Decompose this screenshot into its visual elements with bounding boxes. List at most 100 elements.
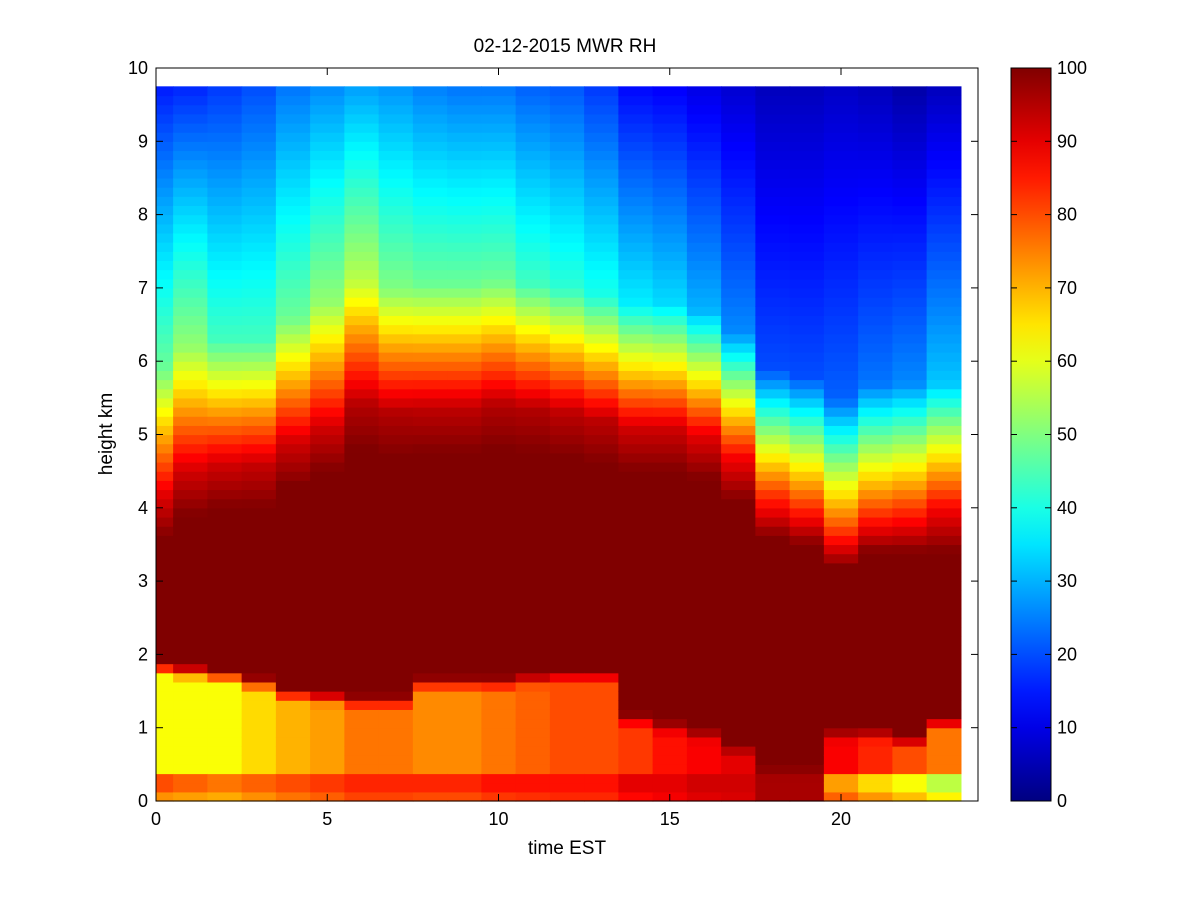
heatmap-cell bbox=[173, 645, 208, 655]
heatmap-cell bbox=[549, 315, 585, 326]
heatmap-cell bbox=[926, 443, 962, 454]
heatmap-cell bbox=[721, 168, 756, 179]
heatmap-cell bbox=[755, 306, 791, 316]
heatmap-cell bbox=[173, 370, 208, 381]
heatmap-cell bbox=[858, 791, 893, 802]
heatmap-cell bbox=[344, 177, 380, 188]
heatmap-cell bbox=[584, 562, 619, 573]
heatmap-cell bbox=[652, 718, 688, 729]
heatmap-cell bbox=[447, 287, 482, 298]
heatmap-cell bbox=[789, 599, 825, 610]
heatmap-cell bbox=[156, 489, 174, 500]
heatmap-cell bbox=[412, 461, 448, 472]
heatmap-cell bbox=[926, 581, 962, 591]
heatmap-cell bbox=[789, 187, 825, 197]
heatmap-cell bbox=[926, 159, 962, 170]
heatmap-cell bbox=[412, 443, 448, 454]
heatmap-cell bbox=[652, 168, 688, 179]
heatmap-cell bbox=[173, 242, 208, 252]
heatmap-cell bbox=[275, 636, 311, 646]
heatmap-cell bbox=[378, 407, 414, 417]
heatmap-cell bbox=[344, 168, 380, 179]
heatmap-cell bbox=[926, 113, 962, 124]
heatmap-cell bbox=[241, 425, 277, 436]
heatmap-cell bbox=[515, 581, 551, 591]
heatmap-cell bbox=[584, 95, 619, 106]
heatmap-cell bbox=[789, 416, 825, 426]
heatmap-cell bbox=[618, 315, 654, 326]
heatmap-cell bbox=[686, 306, 722, 316]
heatmap-cell bbox=[275, 746, 311, 756]
heatmap-cell bbox=[858, 159, 893, 170]
heatmap-cell bbox=[823, 214, 859, 225]
heatmap-cell bbox=[789, 626, 825, 637]
heatmap-cell bbox=[156, 388, 174, 399]
heatmap-cell bbox=[858, 626, 893, 637]
heatmap-cell bbox=[892, 122, 928, 133]
heatmap-cell bbox=[156, 352, 174, 362]
heatmap-cell bbox=[156, 397, 174, 408]
heatmap-cell bbox=[156, 223, 174, 234]
heatmap-cell bbox=[789, 562, 825, 573]
heatmap-cell bbox=[447, 269, 482, 280]
heatmap-cell bbox=[926, 251, 962, 262]
heatmap-cell bbox=[412, 544, 448, 555]
heatmap-cell bbox=[584, 214, 619, 225]
heatmap-cell bbox=[515, 626, 551, 637]
heatmap-cell bbox=[412, 177, 448, 188]
heatmap-cell bbox=[378, 691, 414, 701]
heatmap-cell bbox=[858, 260, 893, 271]
heatmap-cell bbox=[858, 471, 893, 481]
heatmap-cell bbox=[241, 269, 277, 280]
heatmap-cell bbox=[892, 370, 928, 381]
heatmap-cell bbox=[481, 608, 517, 619]
heatmap-cell bbox=[173, 315, 208, 326]
heatmap-cell bbox=[515, 691, 551, 701]
heatmap-cell bbox=[789, 461, 825, 472]
heatmap-cell bbox=[789, 608, 825, 619]
y-tick-label: 1 bbox=[138, 718, 148, 738]
heatmap-cell bbox=[618, 654, 654, 665]
heatmap-cell bbox=[207, 86, 243, 97]
heatmap-cell bbox=[412, 700, 448, 710]
heatmap-cell bbox=[378, 104, 414, 115]
heatmap-cell bbox=[549, 260, 585, 271]
heatmap-cell bbox=[892, 315, 928, 326]
heatmap-cell bbox=[173, 260, 208, 271]
heatmap-cell bbox=[584, 663, 619, 674]
heatmap-cell bbox=[275, 388, 311, 399]
heatmap-cell bbox=[481, 425, 517, 436]
heatmap-cell bbox=[412, 95, 448, 106]
heatmap-cell bbox=[789, 782, 825, 793]
heatmap-cell bbox=[618, 461, 654, 472]
heatmap-cell bbox=[207, 342, 243, 353]
heatmap-cell bbox=[275, 553, 311, 564]
heatmap-cell bbox=[344, 544, 380, 555]
heatmap-cell bbox=[481, 654, 517, 665]
heatmap-cell bbox=[892, 95, 928, 106]
heatmap-cell bbox=[926, 86, 962, 97]
heatmap-cell bbox=[344, 791, 380, 802]
heatmap-cell bbox=[515, 251, 551, 262]
heatmap-cell bbox=[156, 791, 174, 802]
heatmap-cell bbox=[156, 571, 174, 582]
heatmap-cell bbox=[858, 269, 893, 280]
heatmap-cell bbox=[515, 370, 551, 381]
heatmap-cell bbox=[156, 333, 174, 344]
heatmap-cell bbox=[515, 150, 551, 161]
heatmap-cell bbox=[447, 746, 482, 756]
heatmap-cell bbox=[926, 691, 962, 701]
heatmap-cell bbox=[412, 626, 448, 637]
heatmap-cell bbox=[858, 590, 893, 601]
heatmap-cell bbox=[241, 654, 277, 665]
heatmap-cell bbox=[344, 187, 380, 197]
heatmap-cell bbox=[652, 562, 688, 573]
heatmap-cell bbox=[310, 672, 345, 683]
heatmap-cell bbox=[481, 782, 517, 793]
heatmap-cell bbox=[275, 214, 311, 225]
heatmap-cell bbox=[481, 526, 517, 536]
heatmap-cell bbox=[652, 489, 688, 500]
heatmap-cell bbox=[584, 672, 619, 683]
heatmap-cell bbox=[858, 480, 893, 491]
heatmap-cell bbox=[926, 434, 962, 445]
